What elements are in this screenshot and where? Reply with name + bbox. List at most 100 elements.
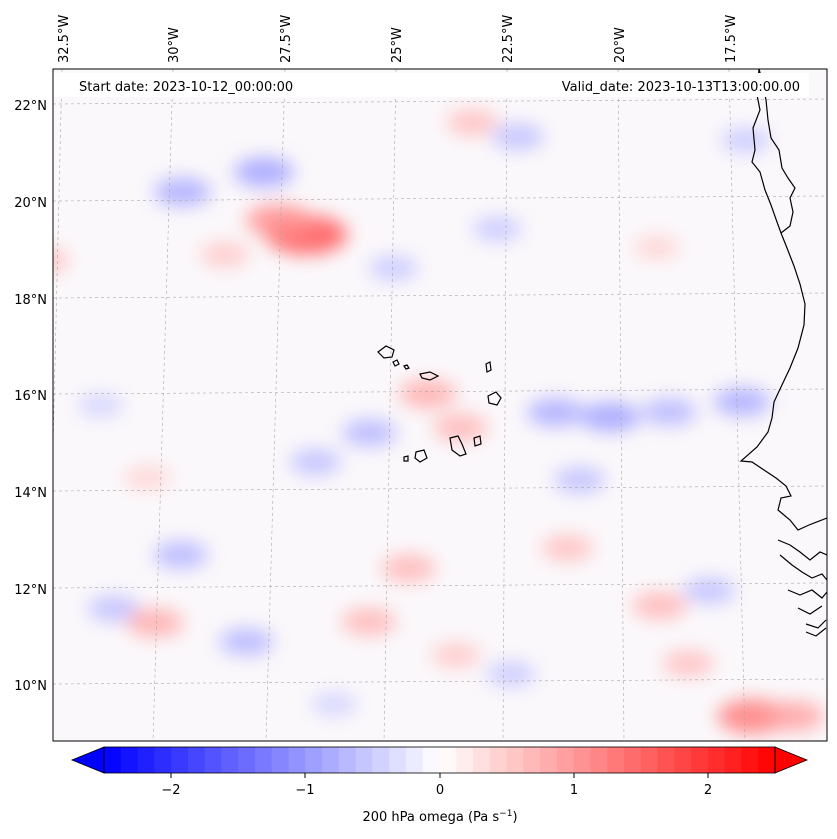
latitude-labels: 22°N 20°N 18°N 16°N 14°N 12°N 10°N bbox=[14, 99, 47, 694]
island-santiago bbox=[449, 435, 467, 457]
colorbar-segment bbox=[607, 747, 625, 773]
omega-anomaly bbox=[87, 595, 140, 622]
colorbar-segment bbox=[389, 747, 407, 773]
lat-label-14n: 14°N bbox=[14, 486, 47, 501]
cb-tick-label-neg2: −2 bbox=[161, 783, 180, 798]
colorbar-segment bbox=[489, 747, 508, 773]
omega-anomaly bbox=[289, 449, 342, 476]
gridline-lon-22-5 bbox=[502, 69, 508, 741]
omega-anomaly bbox=[662, 650, 715, 677]
omega-anomaly bbox=[311, 692, 358, 717]
omega-anomaly bbox=[472, 216, 522, 242]
omega-anomaly bbox=[633, 235, 680, 260]
island-boa-vista bbox=[487, 391, 502, 406]
omega-anomaly bbox=[527, 398, 585, 427]
island-sal bbox=[485, 361, 492, 373]
colorbar-segment bbox=[288, 747, 306, 773]
island-fogo bbox=[414, 449, 428, 463]
map-frame bbox=[52, 68, 828, 742]
omega-anomaly bbox=[683, 577, 736, 604]
colorbar-segment bbox=[322, 747, 340, 773]
omega-anomaly bbox=[153, 541, 209, 569]
africa-coastline bbox=[739, 69, 827, 531]
colorbar: −2 −1 0 1 2 200 hPa omega (Pa s−1) bbox=[70, 746, 809, 825]
colorbar-segment bbox=[624, 747, 642, 773]
colorbar-segment bbox=[506, 747, 524, 773]
colorbar-segment bbox=[707, 747, 726, 773]
gridline-lon-30 bbox=[152, 69, 174, 741]
colorbar-ticks: −2 −1 0 1 2 bbox=[161, 773, 712, 798]
colorbar-segment bbox=[473, 747, 491, 773]
cb-tick-label-neg1: −1 bbox=[295, 783, 314, 798]
lat-label-12n: 12°N bbox=[14, 583, 47, 598]
omega-anomaly bbox=[541, 534, 594, 562]
colorbar-segment bbox=[338, 747, 357, 773]
omega-anomaly bbox=[341, 607, 397, 636]
lon-label-32-5w: 32.5°W bbox=[57, 15, 72, 63]
colorbar-segments bbox=[104, 747, 776, 773]
colorbar-segment bbox=[254, 747, 273, 773]
map-panel[interactable]: Start date: 2023-10-12_00:00:00 Valid_da… bbox=[17, 69, 827, 741]
guinea-bissau-coast bbox=[777, 539, 827, 637]
colorbar-segment bbox=[573, 747, 592, 773]
omega-anomaly bbox=[632, 591, 687, 620]
colorbar-extend-low bbox=[70, 746, 105, 774]
cb-tick-label-2: 2 bbox=[704, 783, 712, 798]
omega-anomaly bbox=[486, 661, 536, 687]
colorbar-segment bbox=[758, 747, 776, 773]
start-date-label: Start date: 2023-10-12_00:00:00 bbox=[79, 80, 293, 95]
omega-anomaly bbox=[764, 701, 824, 732]
colorbar-segment bbox=[691, 747, 709, 773]
colorbar-segment bbox=[556, 747, 575, 773]
omega-anomaly bbox=[399, 379, 457, 409]
island-santo-antao bbox=[377, 345, 395, 359]
colorbar-segment bbox=[204, 747, 223, 773]
longitude-labels: 32.5°W 30°W 27.5°W 25°W 22.5°W 20°W 17.5… bbox=[57, 15, 739, 63]
colorbar-segment bbox=[741, 747, 759, 773]
omega-anomaly bbox=[219, 627, 274, 656]
title-bar bbox=[53, 73, 809, 97]
colorbar-segment bbox=[422, 747, 441, 773]
colorbar-segment bbox=[523, 747, 541, 773]
colorbar-segment bbox=[271, 747, 290, 773]
lat-label-16n: 16°N bbox=[14, 389, 47, 404]
omega-anomaly bbox=[713, 387, 771, 417]
lat-label-10n: 10°N bbox=[14, 679, 47, 694]
coastlines bbox=[377, 69, 827, 637]
lon-label-20w: 20°W bbox=[613, 27, 628, 63]
lat-label-22n: 22°N bbox=[14, 99, 47, 114]
colorbar-segment bbox=[305, 747, 323, 773]
omega-anomaly bbox=[492, 123, 544, 150]
island-maio bbox=[473, 435, 482, 447]
lon-label-27-5w: 27.5°W bbox=[279, 15, 294, 63]
lon-label-17-5w: 17.5°W bbox=[724, 15, 739, 63]
omega-anomaly bbox=[124, 465, 171, 490]
colorbar-segment bbox=[171, 747, 189, 773]
omega-anomaly bbox=[642, 398, 697, 426]
colorbar-segment bbox=[456, 747, 474, 773]
lon-label-22-5w: 22.5°W bbox=[501, 15, 516, 63]
colorbar-segment bbox=[238, 747, 256, 773]
omega-anomaly bbox=[77, 393, 124, 418]
colorbar-label-main: 200 hPa omega (Pa s bbox=[362, 810, 499, 825]
omega-anomaly bbox=[234, 157, 294, 188]
omega-anomaly bbox=[342, 419, 397, 447]
colorbar-segment bbox=[187, 747, 206, 773]
colorbar-segment bbox=[372, 747, 390, 773]
valid-date-label: Valid_date: 2023-10-13T13:00:00.00 bbox=[562, 80, 800, 95]
colorbar-segment bbox=[590, 747, 608, 773]
gridline-lon-27-5 bbox=[265, 69, 286, 741]
colorbar-label-close: ) bbox=[512, 810, 517, 825]
omega-anomaly bbox=[431, 642, 481, 668]
omega-anomaly bbox=[433, 413, 488, 442]
colorbar-segment bbox=[104, 747, 122, 773]
omega-anomaly bbox=[554, 466, 606, 494]
gridline-lon-25 bbox=[383, 69, 397, 741]
colorbar-segment bbox=[355, 747, 374, 773]
omega-anomaly bbox=[53, 248, 69, 273]
colorbar-label: 200 hPa omega (Pa s−1) bbox=[362, 809, 517, 825]
colorbar-segment bbox=[439, 747, 457, 773]
lon-label-30w: 30°W bbox=[167, 27, 182, 63]
gridline-lon-17-5 bbox=[728, 69, 746, 741]
